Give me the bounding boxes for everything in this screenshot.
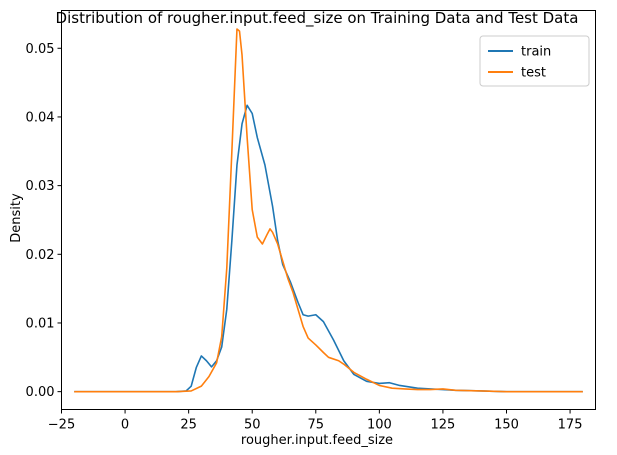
plot-frame	[61, 10, 596, 410]
y-tick-label: 0.02	[26, 248, 55, 263]
series-line-train	[74, 104, 583, 393]
x-axis-label: rougher.input.feed_size	[241, 433, 393, 448]
x-tick-label: 125	[431, 418, 456, 433]
y-tick-label: 0.03	[26, 179, 55, 194]
x-tick-label: 175	[558, 418, 583, 433]
x-tick-label: 50	[244, 418, 261, 433]
x-tick-label: 150	[494, 418, 519, 433]
x-tick-label: 75	[308, 418, 325, 433]
y-tick-label: 0.01	[26, 316, 55, 331]
plot-series	[74, 28, 583, 393]
legend-label-test: test	[521, 66, 546, 81]
x-tick-label: 0	[121, 418, 129, 433]
legend-label-train: train	[521, 45, 551, 60]
x-axis: −25 0 25 50 75 100 125 150 175	[48, 409, 583, 433]
legend-box	[479, 35, 590, 87]
y-tick-label: 0.00	[26, 385, 55, 400]
y-tick-label: 0.04	[26, 110, 55, 125]
y-tick-label: 0.05	[26, 42, 55, 57]
chart-title: Distribution of rougher.input.feed_size …	[56, 9, 579, 28]
y-axis-label: Density	[9, 193, 24, 243]
y-axis: 0.00 0.01 0.02 0.03 0.04 0.05	[26, 42, 62, 400]
x-tick-label: −25	[48, 418, 75, 433]
series-line-test	[74, 28, 583, 393]
x-tick-label: 100	[367, 418, 392, 433]
legend: train test	[479, 35, 590, 87]
x-tick-label: 25	[180, 418, 197, 433]
